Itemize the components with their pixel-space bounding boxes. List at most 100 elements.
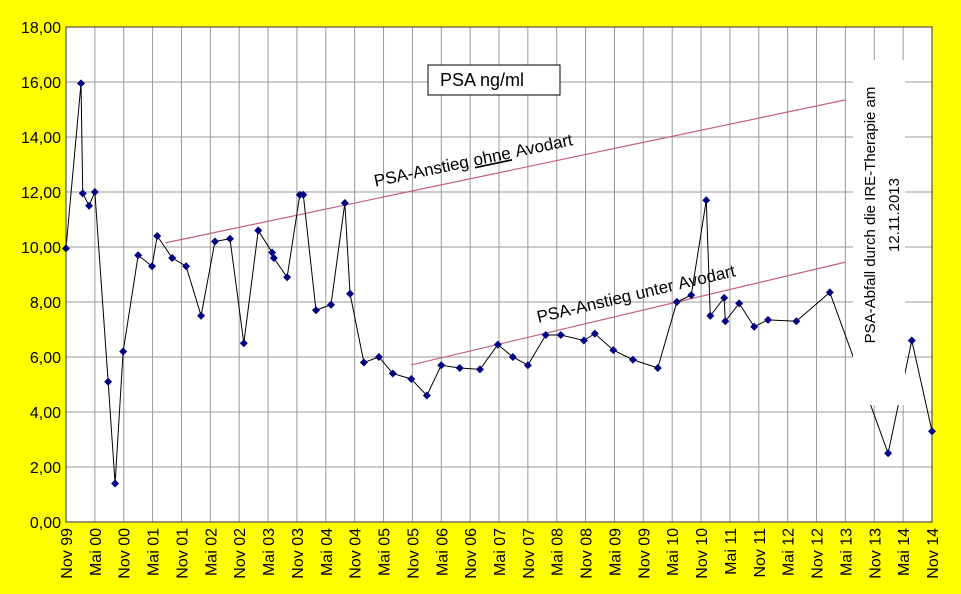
x-tick-label: Nov 08 [579,528,596,579]
data-point [239,339,248,348]
y-tick-label: 0,00 [30,515,61,532]
data-point [475,365,484,374]
data-point [523,361,532,370]
data-point [422,391,431,400]
data-point [153,232,162,240]
data-point [541,331,550,339]
trend-line [411,261,846,366]
data-point [326,300,335,309]
x-tick-label: Nov 99 [59,528,76,579]
data-point [455,364,464,372]
x-tick-label: Mai 00 [88,528,105,576]
x-tick-label: Mai 10 [665,528,682,576]
data-point [687,291,696,300]
x-tick-label: Mai 08 [550,528,567,576]
x-tick-label: Mai 01 [146,528,163,576]
y-tick-label: 10,00 [21,240,61,257]
annotation: PSA-Abfall durch die IRE-Therapie am [862,87,879,344]
data-point [197,311,206,320]
x-tick-label: Nov 06 [463,528,480,579]
data-point [283,273,292,282]
data-point [609,346,618,355]
x-tick-label: Nov 13 [867,528,884,579]
annotation-background [853,60,905,405]
data-point [134,251,143,260]
data-point [672,298,681,306]
data-point [884,449,893,458]
y-tick-label: 12,00 [21,185,61,202]
data-point [907,336,916,345]
data-point [359,358,368,367]
data-point [78,189,87,198]
x-tick-label: Mai 14 [896,528,913,576]
data-point [590,329,599,338]
data-point [556,331,565,339]
data-point [311,306,320,315]
data-point [374,353,383,361]
data-point [493,340,502,349]
x-tick-label: Mai 03 [261,528,278,576]
annotation: 12.11.2013 [886,178,903,252]
x-tick-label: Nov 03 [290,528,307,579]
data-point [77,79,86,88]
data-point [750,322,759,331]
data-point [168,254,177,262]
data-point [407,375,416,383]
data-point [346,289,355,298]
chart-title: PSA ng/ml [440,70,524,90]
x-tick-label: Mai 12 [781,528,798,576]
y-tick-label: 18,00 [21,20,61,37]
data-point [721,317,730,326]
x-tick-label: Nov 02 [232,528,249,579]
data-point [299,190,308,199]
x-tick-label: Nov 07 [521,528,538,579]
data-point [928,427,936,436]
data-point [85,201,94,210]
trend-line [165,99,846,244]
data-point [148,262,157,271]
data-point [825,288,834,297]
data-point [62,244,70,253]
data-point [735,299,744,308]
y-tick-label: 14,00 [21,130,61,147]
data-point [90,188,99,196]
data-point [653,364,662,372]
y-tick-label: 6,00 [30,350,61,367]
x-tick-label: Nov 05 [405,528,422,579]
data-point [628,355,637,364]
x-tick-label: Mai 04 [319,528,336,576]
data-point [792,317,801,326]
x-tick-label: Mai 06 [434,528,451,576]
x-tick-label: Mai 13 [838,528,855,576]
data-point [119,347,128,356]
x-tick-label: Nov 12 [810,528,827,579]
x-tick-label: Mai 05 [377,528,394,576]
y-tick-label: 8,00 [30,295,61,312]
data-point [111,479,120,488]
y-tick-label: 16,00 [21,75,61,92]
x-tick-label: Mai 11 [723,528,740,575]
data-point [225,234,234,243]
data-point [269,254,278,262]
data-point [182,262,191,271]
data-point [340,199,349,207]
data-point [508,353,517,361]
data-point [210,237,219,246]
y-tick-label: 2,00 [30,460,61,477]
x-tick-label: Mai 02 [203,528,220,576]
data-point [702,196,711,205]
title-box [427,64,561,96]
data-point [254,226,263,235]
data-point [104,377,113,386]
data-point [706,311,715,320]
y-tick-label: 4,00 [30,405,61,422]
data-point [388,369,397,378]
x-tick-label: Nov 01 [174,528,191,579]
data-point [437,361,446,370]
x-tick-label: Nov 11 [752,528,769,578]
x-tick-label: Nov 09 [636,528,653,579]
x-tick-label: Nov 00 [117,528,134,579]
x-tick-label: Nov 04 [348,528,365,579]
data-point [764,315,773,324]
